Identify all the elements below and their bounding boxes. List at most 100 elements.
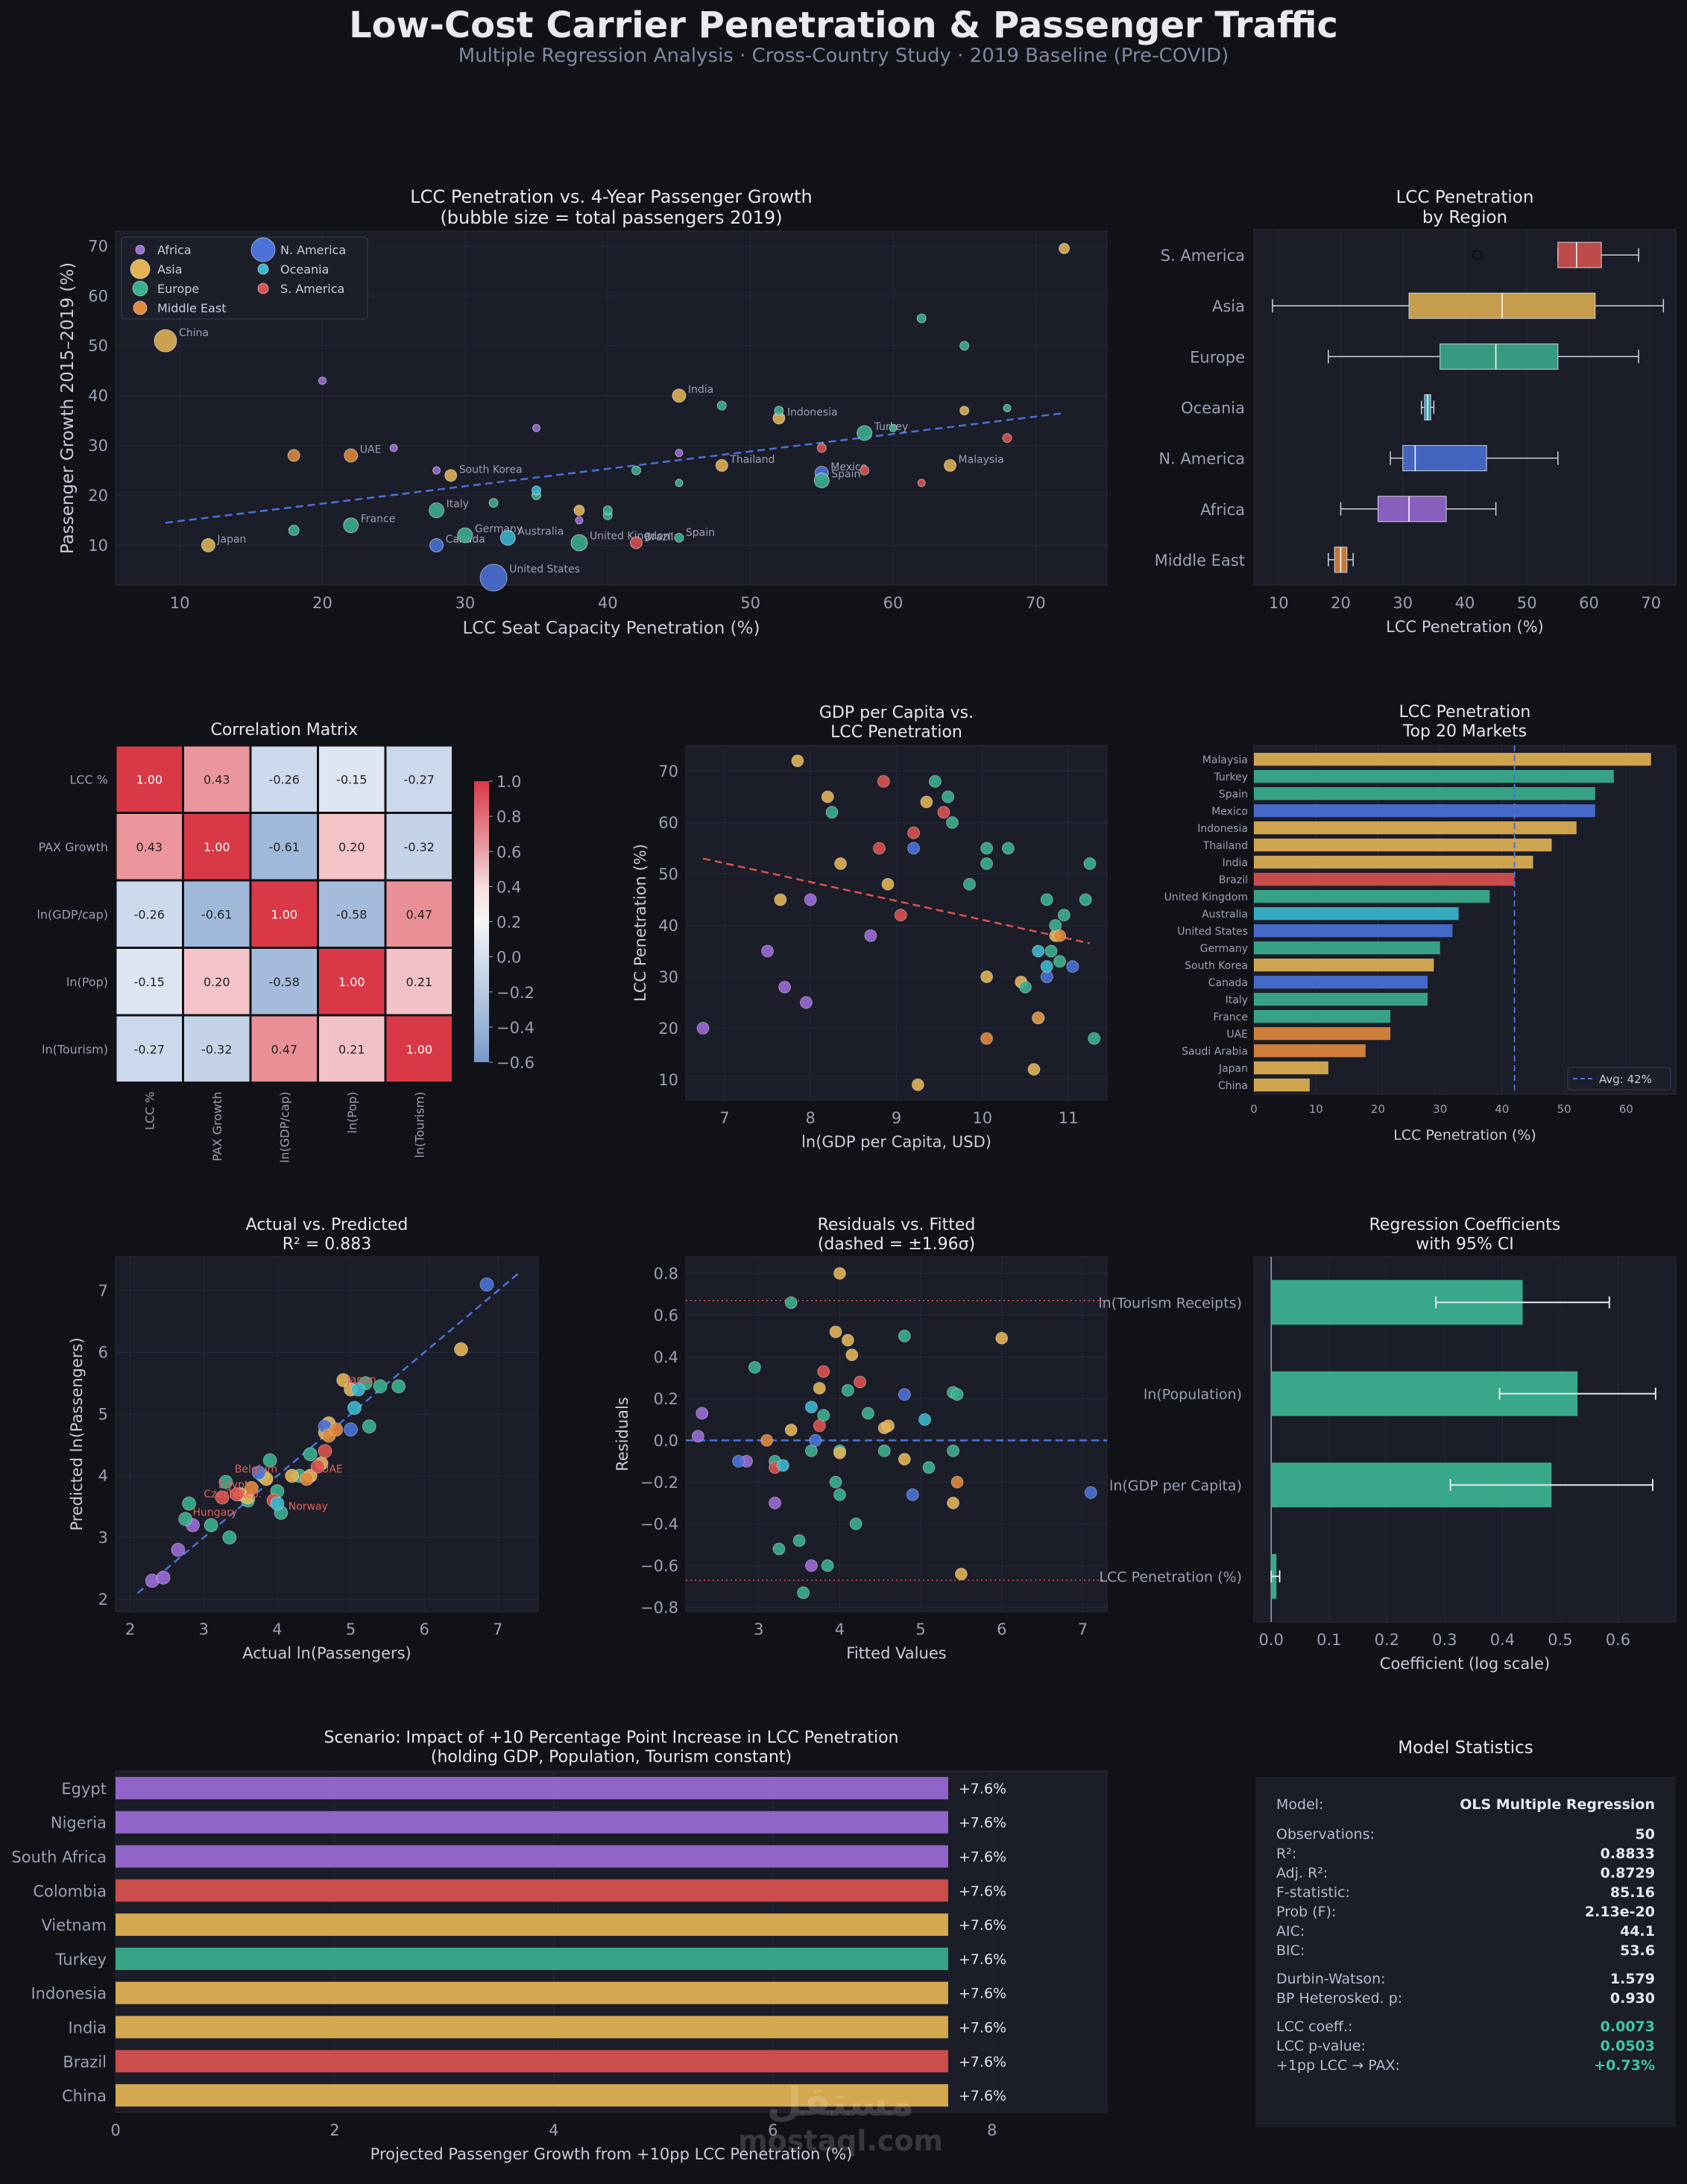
colorbar-tick-label: −0.2 xyxy=(496,984,535,1002)
bar xyxy=(1254,907,1459,921)
x-tick-label: 10 xyxy=(972,1109,992,1127)
scatter-point xyxy=(907,826,921,839)
scatter-point xyxy=(691,1430,704,1443)
box-iqr xyxy=(1557,242,1602,268)
scatter-point xyxy=(864,929,877,942)
heatmap-col-label: LCC % xyxy=(142,1092,157,1131)
point-label: Italy xyxy=(447,499,469,511)
x-tick-label: 7 xyxy=(719,1109,729,1127)
heatmap-value: 0.47 xyxy=(271,1042,297,1056)
x-tick-label: 6 xyxy=(419,1620,429,1638)
stat-value: 0.930 xyxy=(1609,1990,1655,2007)
scatter-point xyxy=(244,1480,259,1495)
bubble-point xyxy=(629,536,643,549)
bar-category-label: Malaysia xyxy=(1202,754,1248,766)
stat-row: LCC coeff.: 0.0073 xyxy=(1276,2019,1655,2035)
x-tick-label: 70 xyxy=(1641,594,1661,612)
chart-subtitle: (holding GDP, Population, Tourism consta… xyxy=(431,1748,792,1767)
avg-legend-box xyxy=(1567,1067,1671,1091)
y-tick-label: 0.4 xyxy=(654,1348,678,1366)
bubble-point xyxy=(813,473,830,489)
watermark-arabic: مستقل xyxy=(766,2078,915,2125)
stat-value: 85.16 xyxy=(1609,1884,1655,1901)
scatter-point xyxy=(799,996,813,1009)
y-tick-label: 5 xyxy=(98,1405,108,1423)
x-tick-label: 0.2 xyxy=(1375,1631,1399,1649)
point-label: China xyxy=(179,327,209,339)
scatter-point xyxy=(804,1559,818,1572)
point-label: Norway xyxy=(288,1500,328,1512)
heatmap-col-label: ln(GDP/cap) xyxy=(277,1092,291,1164)
avg-legend-label: Avg: 42% xyxy=(1599,1073,1652,1086)
scatter-point xyxy=(784,1296,798,1310)
stat-key: F-statistic: xyxy=(1276,1884,1350,1901)
heatmap-cell xyxy=(384,1014,454,1084)
x-tick-label: 4 xyxy=(272,1620,282,1638)
scatter-point xyxy=(980,857,994,871)
scenario-bar xyxy=(116,1845,948,1868)
scatter-point xyxy=(784,1423,798,1436)
heatmap-value: 0.21 xyxy=(338,1042,365,1056)
scatter-point xyxy=(1083,857,1097,871)
bubble-point xyxy=(201,537,215,552)
chart-subtitle: with 95% CI xyxy=(1416,1235,1513,1254)
heatmap-cell xyxy=(384,744,454,814)
legend-marker xyxy=(132,280,148,297)
x-tick-label: 8 xyxy=(987,2121,997,2139)
legend-marker xyxy=(257,263,269,275)
heatmap-value: 0.20 xyxy=(338,840,365,854)
chart-title: Correlation Matrix xyxy=(210,721,358,739)
x-tick-label: 9 xyxy=(892,1109,901,1127)
scatter-point xyxy=(947,1444,960,1457)
y-tick-label: −0.6 xyxy=(640,1557,678,1575)
stat-value: 0.8833 xyxy=(1600,1846,1655,1862)
scatter-point xyxy=(391,1379,406,1394)
heatmap-cell xyxy=(317,1014,387,1084)
bar xyxy=(1254,856,1533,869)
heatmap-value: 0.20 xyxy=(204,975,230,989)
legend-marker xyxy=(130,259,151,280)
colorbar-tick-label: 0.6 xyxy=(496,843,521,861)
bar-category-label: Italy xyxy=(1226,994,1248,1006)
scatter-point xyxy=(817,1365,830,1378)
scatter-point xyxy=(1040,960,1053,973)
scatter-point xyxy=(881,877,895,891)
x-tick-label: 3 xyxy=(199,1620,209,1638)
bubble-point xyxy=(457,527,473,543)
heatmap-cell xyxy=(249,744,319,814)
x-tick-label: 30 xyxy=(1433,1102,1447,1116)
x-axis-label: Projected Passenger Growth from +10pp LC… xyxy=(370,2145,853,2163)
y-axis-label: LCC Penetration (%) xyxy=(631,844,649,1002)
scatter-point xyxy=(696,1407,709,1420)
bar-category-label: Japan xyxy=(1218,1063,1248,1075)
scatter-point xyxy=(204,1518,218,1533)
heatmap-cell xyxy=(317,744,387,814)
scatter-point xyxy=(336,1373,351,1388)
legend-label: Oceania xyxy=(280,262,329,277)
scatter-point xyxy=(950,1475,964,1489)
scatter-point xyxy=(841,1334,854,1347)
point-label: United Kingdom xyxy=(590,531,673,543)
y-tick-label: 0.0 xyxy=(654,1432,678,1450)
scenario-bar xyxy=(116,1776,948,1799)
scatter-point xyxy=(849,1517,863,1530)
scenario-value-label: +7.6% xyxy=(959,1815,1006,1831)
heatmap-cell xyxy=(182,1014,252,1084)
stat-key: Model: xyxy=(1276,1796,1324,1813)
y-tick-label: 70 xyxy=(658,763,678,780)
stat-row: +1pp LCC → PAX: +0.73% xyxy=(1276,2057,1655,2074)
heatmap-col-label: PAX Growth xyxy=(210,1092,224,1162)
legend-label: Asia xyxy=(157,262,183,277)
stat-value: 2.13e-20 xyxy=(1584,1904,1655,1920)
stats-title: Model Statistics xyxy=(1398,1738,1533,1758)
chart-title: Residuals vs. Fitted xyxy=(818,1216,976,1234)
y-tick-label: 40 xyxy=(658,917,678,935)
scatter-point xyxy=(156,1570,171,1585)
scatter-point xyxy=(479,1277,494,1292)
scatter-point xyxy=(772,1542,786,1556)
scatter-point xyxy=(270,1496,285,1511)
scatter-point xyxy=(980,1032,994,1045)
x-axis-label: Actual ln(Passengers) xyxy=(242,1644,411,1662)
colorbar-tick-label: 0.4 xyxy=(496,878,521,896)
scatter-point xyxy=(947,1496,960,1509)
